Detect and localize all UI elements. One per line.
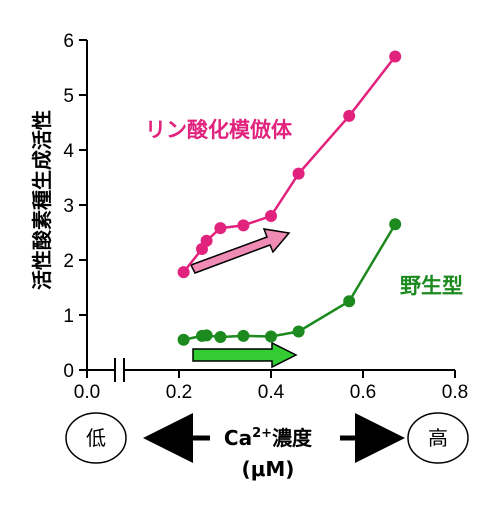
y-tick-label: 1 <box>63 306 74 327</box>
series-line-0 <box>182 55 397 273</box>
x-tick-label: 0.8 <box>442 382 468 403</box>
y-tick-label: 5 <box>63 86 74 107</box>
y-tick-label: 2 <box>63 251 74 272</box>
unit-label: (μM) <box>242 457 295 481</box>
low-label: 低 <box>86 426 106 450</box>
data-point-1-6 <box>292 325 305 338</box>
high-label: 高 <box>428 426 448 450</box>
series-group <box>177 50 402 346</box>
y-tick-label: 0 <box>63 361 74 382</box>
data-point-0-8 <box>389 50 402 63</box>
y-tick-label: 6 <box>63 31 74 52</box>
series-line-1 <box>183 223 397 341</box>
high-circle <box>407 412 469 464</box>
series-label-phosphomimetic: リン酸化模倣体 <box>145 118 293 142</box>
y-tick-label: 4 <box>63 141 74 162</box>
data-point-0-4 <box>237 219 250 232</box>
series-label-wildtype: 野生型 <box>400 274 463 298</box>
x-tick-label: 0.4 <box>258 382 285 403</box>
data-point-0-0 <box>177 266 190 279</box>
trend-arrows <box>189 228 298 369</box>
data-point-0-2 <box>200 234 213 247</box>
data-point-0-5 <box>265 210 277 222</box>
y-axis-label: 活性酸素種生成活性 <box>30 110 54 290</box>
bottom-annotation: 低 Ca2+濃度 (μM) 高 <box>65 412 469 481</box>
x-tick-label: 0.2 <box>166 382 192 403</box>
y-tick-label: 3 <box>63 196 74 217</box>
x-ticks: 0.0 0.2 0.4 0.6 0.8 <box>74 370 468 403</box>
data-point-1-3 <box>214 331 227 343</box>
low-circle <box>65 412 127 464</box>
data-point-1-5 <box>265 330 277 343</box>
data-point-1-4 <box>237 329 250 342</box>
x-tick-label: 0.0 <box>74 382 100 403</box>
data-point-0-7 <box>343 109 356 122</box>
concentration-label: Ca2+濃度 <box>224 426 313 450</box>
data-point-0-3 <box>214 222 227 235</box>
data-point-1-2 <box>200 329 213 342</box>
green-trend-arrow <box>192 341 298 369</box>
pink-trend-arrow <box>189 228 291 274</box>
label-superscript: 2+ <box>252 426 272 441</box>
x-tick-label: 0.6 <box>350 382 376 403</box>
data-point-1-8 <box>389 218 402 231</box>
y-ticks: 0 1 2 3 4 5 6 <box>63 31 87 382</box>
data-point-1-7 <box>343 295 356 308</box>
label-ca: Ca <box>224 426 252 450</box>
y-axis-label-text: 活性酸素種生成活性 <box>30 110 54 290</box>
data-point-0-6 <box>292 167 305 180</box>
label-concentration: 濃度 <box>272 426 313 450</box>
data-point-1-0 <box>177 333 190 346</box>
